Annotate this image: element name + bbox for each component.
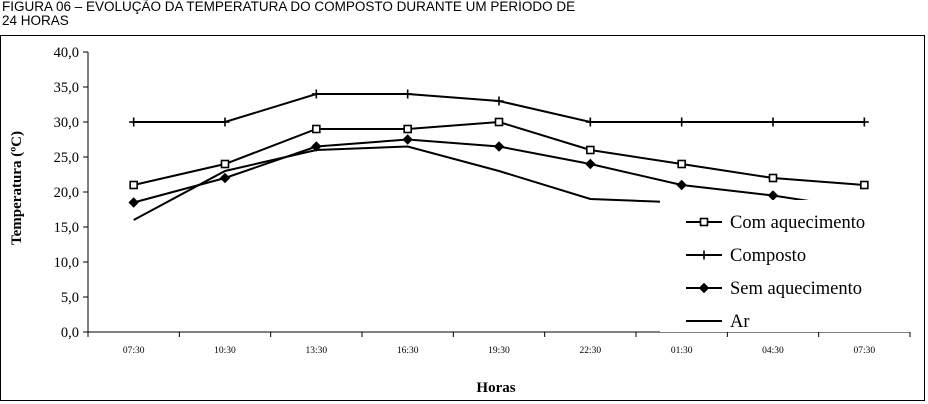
x-tick-label: 19:30 bbox=[488, 346, 510, 356]
data-point-com-aquecimento bbox=[768, 173, 778, 183]
data-point-composto bbox=[859, 117, 869, 127]
x-tick-label: 13:30 bbox=[306, 346, 328, 356]
data-point-com-aquecimento bbox=[494, 117, 504, 127]
x-tick-label: 22:30 bbox=[580, 346, 602, 356]
data-point-sem-aquecimento bbox=[676, 179, 687, 191]
legend-marker bbox=[699, 250, 709, 260]
legend-label: Com aquecimento bbox=[730, 213, 865, 233]
data-point-sem-aquecimento bbox=[219, 172, 231, 184]
series-com-aquecimento bbox=[129, 117, 869, 190]
y-tick-label: 30,0 bbox=[54, 115, 79, 131]
data-point-composto bbox=[494, 96, 504, 106]
x-tick-label: 10:30 bbox=[214, 346, 236, 356]
legend-entry-sem-aquecimento: Sem aquecimento bbox=[686, 279, 862, 299]
legend-label: Composto bbox=[730, 246, 806, 266]
data-point-com-aquecimento bbox=[312, 124, 321, 134]
data-point-sem-aquecimento bbox=[767, 190, 779, 201]
data-point-composto bbox=[403, 89, 413, 99]
chart-frame bbox=[0, 35, 925, 401]
legend-marker bbox=[698, 282, 710, 294]
y-tick-label: 40,0 bbox=[54, 45, 79, 61]
y-axis-label: Temperatura (ºC) bbox=[9, 131, 25, 245]
x-tick-label: 07:30 bbox=[123, 346, 145, 356]
legend-label: Sem aquecimento bbox=[730, 279, 862, 299]
legend-marker bbox=[699, 217, 709, 227]
data-point-com-aquecimento bbox=[129, 180, 138, 190]
y-tick-label: 0,0 bbox=[61, 325, 79, 341]
legend-label: Ar bbox=[730, 312, 750, 332]
figure-caption: FIGURA 06 – EVOLUÇÃO DA TEMPERATURA DO C… bbox=[2, 0, 902, 28]
data-point-sem-aquecimento bbox=[585, 158, 596, 170]
data-point-composto bbox=[677, 117, 687, 127]
y-tick-label: 10,0 bbox=[54, 255, 79, 271]
x-tick-label: 07:30 bbox=[854, 346, 876, 356]
data-point-sem-aquecimento bbox=[402, 134, 413, 145]
data-point-composto bbox=[768, 117, 778, 127]
x-tick-label: 01:30 bbox=[671, 346, 693, 356]
series-line-com-aquecimento bbox=[133, 120, 865, 186]
data-point-composto bbox=[585, 117, 595, 127]
series-composto bbox=[129, 89, 869, 127]
data-point-com-aquecimento bbox=[677, 159, 686, 169]
y-tick-label: 20,0 bbox=[54, 185, 79, 201]
data-point-composto bbox=[129, 117, 139, 127]
legend-entry-ar: Ar bbox=[686, 312, 750, 332]
data-point-com-aquecimento bbox=[860, 180, 869, 190]
data-point-com-aquecimento bbox=[586, 145, 595, 155]
data-point-com-aquecimento bbox=[403, 124, 412, 134]
y-tick-labels: 0,0 5,0 10,0 15,0 20,0 25,0 30,0 35,0 40,0 bbox=[54, 45, 79, 341]
y-tick-label: 35,0 bbox=[54, 80, 79, 96]
x-tick-label: 16:30 bbox=[397, 346, 419, 356]
x-tick-labels: 07:30 10:30 13:30 16:30 19:30 22:30 01:30 04:30… bbox=[123, 346, 876, 356]
caption-line-1: FIGURA 06 – EVOLUÇÃO DA TEMPERATURA DO C… bbox=[2, 0, 576, 14]
legend: Com aquecimento Composto Sem aquecimento Ar bbox=[660, 200, 910, 332]
legend-entry-composto: Composto bbox=[686, 246, 806, 266]
y-tick-label: 15,0 bbox=[54, 220, 79, 236]
y-tick-label: 25,0 bbox=[54, 150, 79, 166]
data-point-com-aquecimento bbox=[220, 159, 230, 169]
x-tick-label: 04:30 bbox=[762, 346, 784, 356]
y-tick-label: 5,0 bbox=[61, 290, 79, 306]
data-point-sem-aquecimento bbox=[493, 141, 505, 152]
legend-entry-com-aquecimento: Com aquecimento bbox=[686, 213, 865, 233]
caption-line-2: 24 HORAS bbox=[2, 13, 69, 28]
x-axis-label: Horas bbox=[476, 380, 515, 396]
data-point-sem-aquecimento bbox=[128, 197, 139, 208]
data-point-composto bbox=[220, 117, 230, 127]
data-point-composto bbox=[311, 89, 321, 99]
